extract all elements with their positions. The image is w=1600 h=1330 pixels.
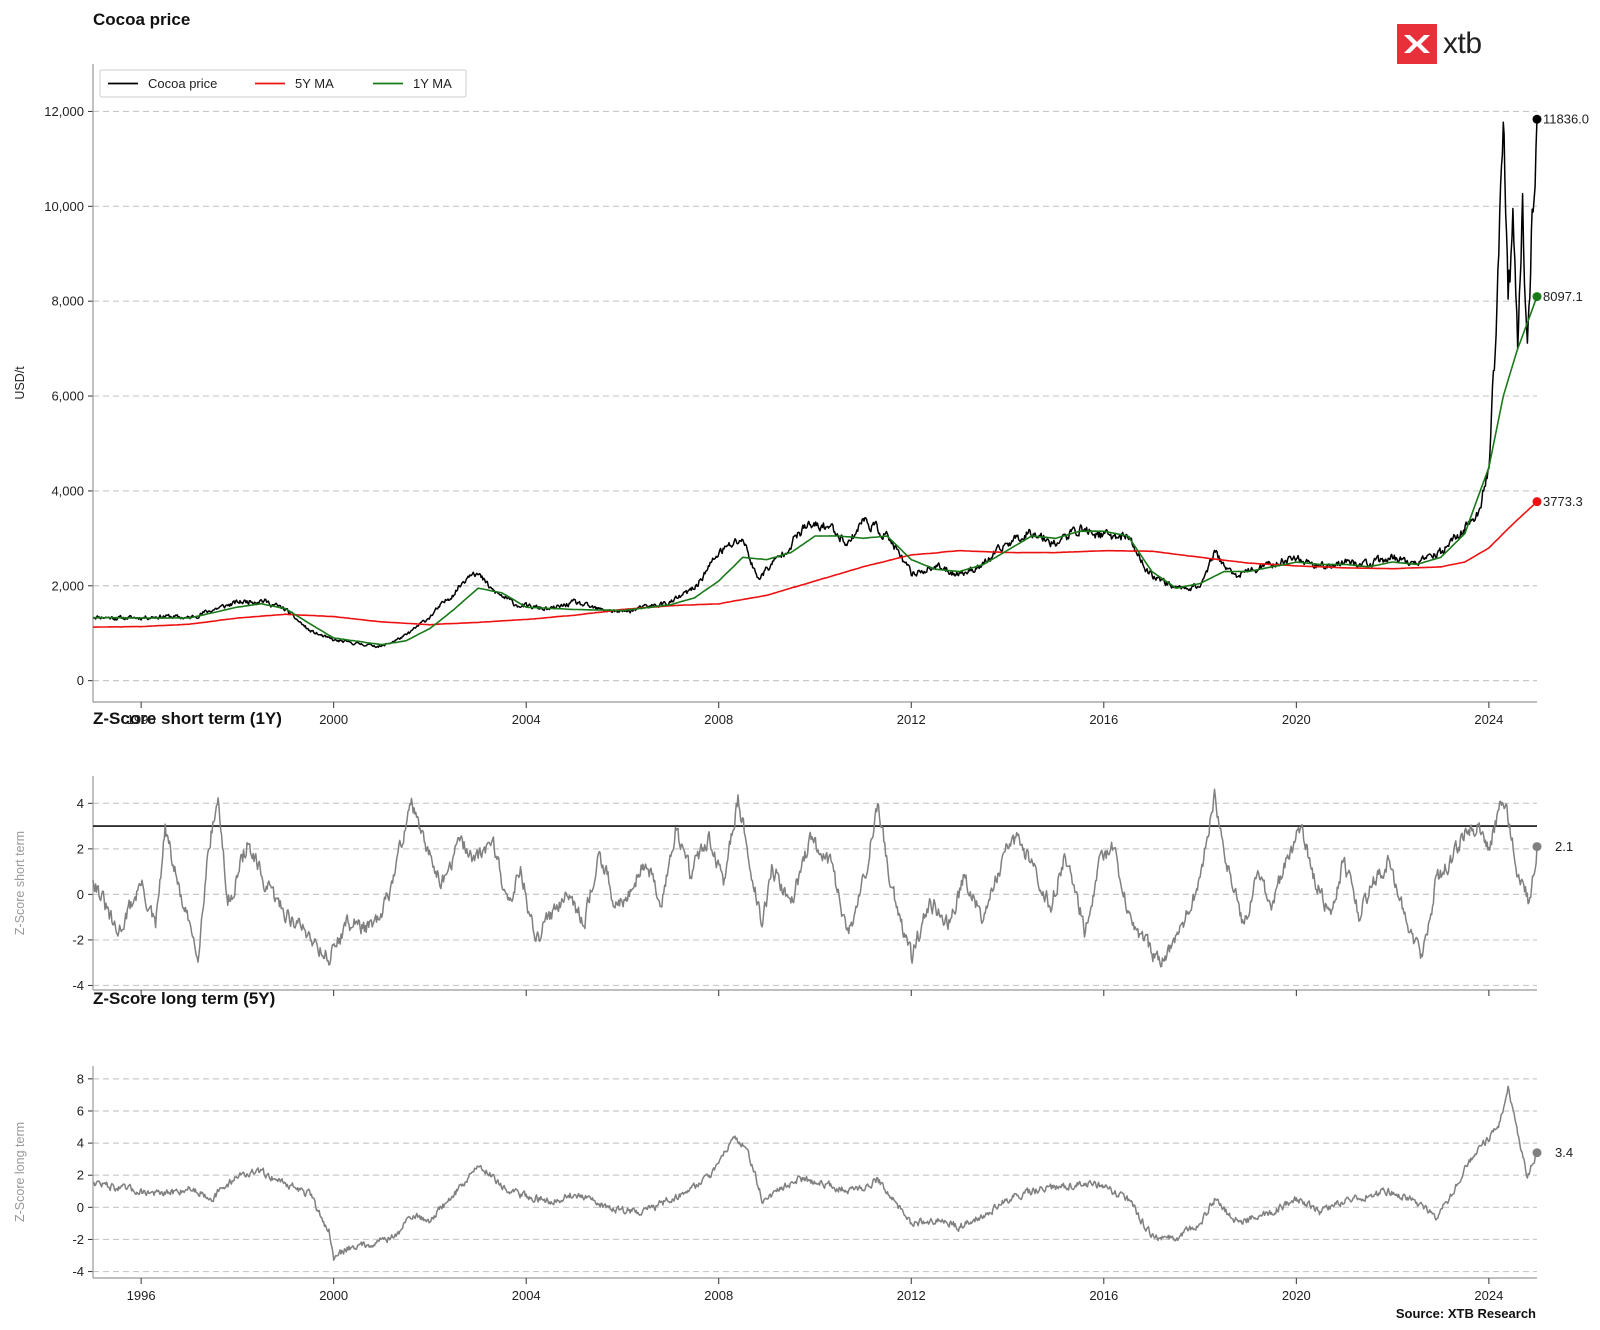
y-axis-label: USD/t <box>13 366 27 400</box>
xtb-logo-text: xtb <box>1443 27 1482 60</box>
series-line-zscore <box>92 788 1538 968</box>
last-value-dot <box>1532 842 1542 852</box>
source-note: Source: XTB Research <box>1395 1306 1536 1321</box>
y-tick-label: 10,000 <box>44 199 84 214</box>
y-tick-label: -4 <box>72 1264 84 1279</box>
y-tick-label: 2,000 <box>51 578 84 593</box>
y-tick-label: 8 <box>77 1071 84 1086</box>
zscore-long-title: Z-Score long term (5Y) <box>93 989 276 1008</box>
last-value-dot <box>1532 114 1542 124</box>
y-tick-label: 2 <box>77 1168 84 1183</box>
last-value-label: 3773.3 <box>1543 494 1583 509</box>
x-tick-label: 2000 <box>319 712 348 727</box>
x-tick-label: 2008 <box>704 712 733 727</box>
y-axis-label: Z-Score long term <box>13 1122 27 1222</box>
last-value-label: 2.1 <box>1555 839 1573 854</box>
chart-panel-2: -4 -2 0 2 4 Z-Score short term 2.1 <box>13 776 1573 996</box>
x-tick-label: 2012 <box>897 1288 926 1303</box>
series-line-1y-ma <box>92 296 1538 646</box>
zscore-short-title: Z-Score short term (1Y) <box>93 709 282 728</box>
x-tick-label: 2004 <box>512 1288 541 1303</box>
y-tick-label: -2 <box>72 932 84 947</box>
y-tick-label: 8,000 <box>51 294 84 309</box>
legend-label: 5Y MA <box>295 76 334 91</box>
last-value-dot <box>1532 497 1542 507</box>
x-tick-label: 2004 <box>512 712 541 727</box>
y-tick-label: 0 <box>77 673 84 688</box>
x-tick-label: 2024 <box>1474 1288 1503 1303</box>
y-tick-label: 0 <box>77 887 84 902</box>
y-tick-label: 0 <box>77 1200 84 1215</box>
y-tick-label: 12,000 <box>44 104 84 119</box>
xtb-logo: xtb <box>1397 24 1482 64</box>
x-tick-label: 2012 <box>897 712 926 727</box>
chart-panel-3: -4 -2 0 2 4 6 8 1996 2000 2004 2008 2012 2016 2020 202… <box>13 1066 1573 1303</box>
y-tick-label: 4 <box>77 796 84 811</box>
x-tick-label: 2008 <box>704 1288 733 1303</box>
series-line-cocoa-price <box>92 119 1538 649</box>
last-value-label: 11836.0 <box>1543 112 1589 127</box>
y-axis-label: Z-Score short term <box>13 831 27 935</box>
y-tick-label: 6 <box>77 1103 84 1118</box>
price-chart-title: Cocoa price <box>93 10 191 29</box>
xtb-x-icon <box>1397 24 1437 64</box>
y-tick-label: 4,000 <box>51 483 84 498</box>
x-tick-label: 2020 <box>1282 1288 1311 1303</box>
legend-label: 1Y MA <box>413 76 452 91</box>
x-tick-label: 1996 <box>127 1288 156 1303</box>
x-tick-label: 2020 <box>1282 712 1311 727</box>
y-tick-label: 6,000 <box>51 389 84 404</box>
last-value-dot <box>1532 292 1542 302</box>
y-tick-label: 2 <box>77 841 84 856</box>
y-tick-label: 4 <box>77 1136 84 1151</box>
series-line-5y-ma <box>93 501 1538 628</box>
x-tick-label: 2016 <box>1089 712 1118 727</box>
x-tick-label: 2016 <box>1089 1288 1118 1303</box>
x-tick-label: 1996 <box>127 712 156 727</box>
x-tick-label: 2000 <box>319 1288 348 1303</box>
legend-label: Cocoa price <box>148 76 217 91</box>
y-tick-label: -4 <box>72 978 84 993</box>
last-value-label: 3.4 <box>1555 1145 1573 1160</box>
series-line-zscore <box>92 1085 1538 1261</box>
last-value-dot <box>1532 1148 1542 1158</box>
x-tick-label: 2024 <box>1474 712 1503 727</box>
y-tick-label: -2 <box>72 1232 84 1247</box>
chart-panel-1: 0 2,000 4,000 6,000 8,000 10,000 12,000 1996 200… <box>13 64 1589 727</box>
legend: Cocoa price 5Y MA 1Y MA <box>99 69 467 98</box>
last-value-label: 8097.1 <box>1543 289 1583 304</box>
